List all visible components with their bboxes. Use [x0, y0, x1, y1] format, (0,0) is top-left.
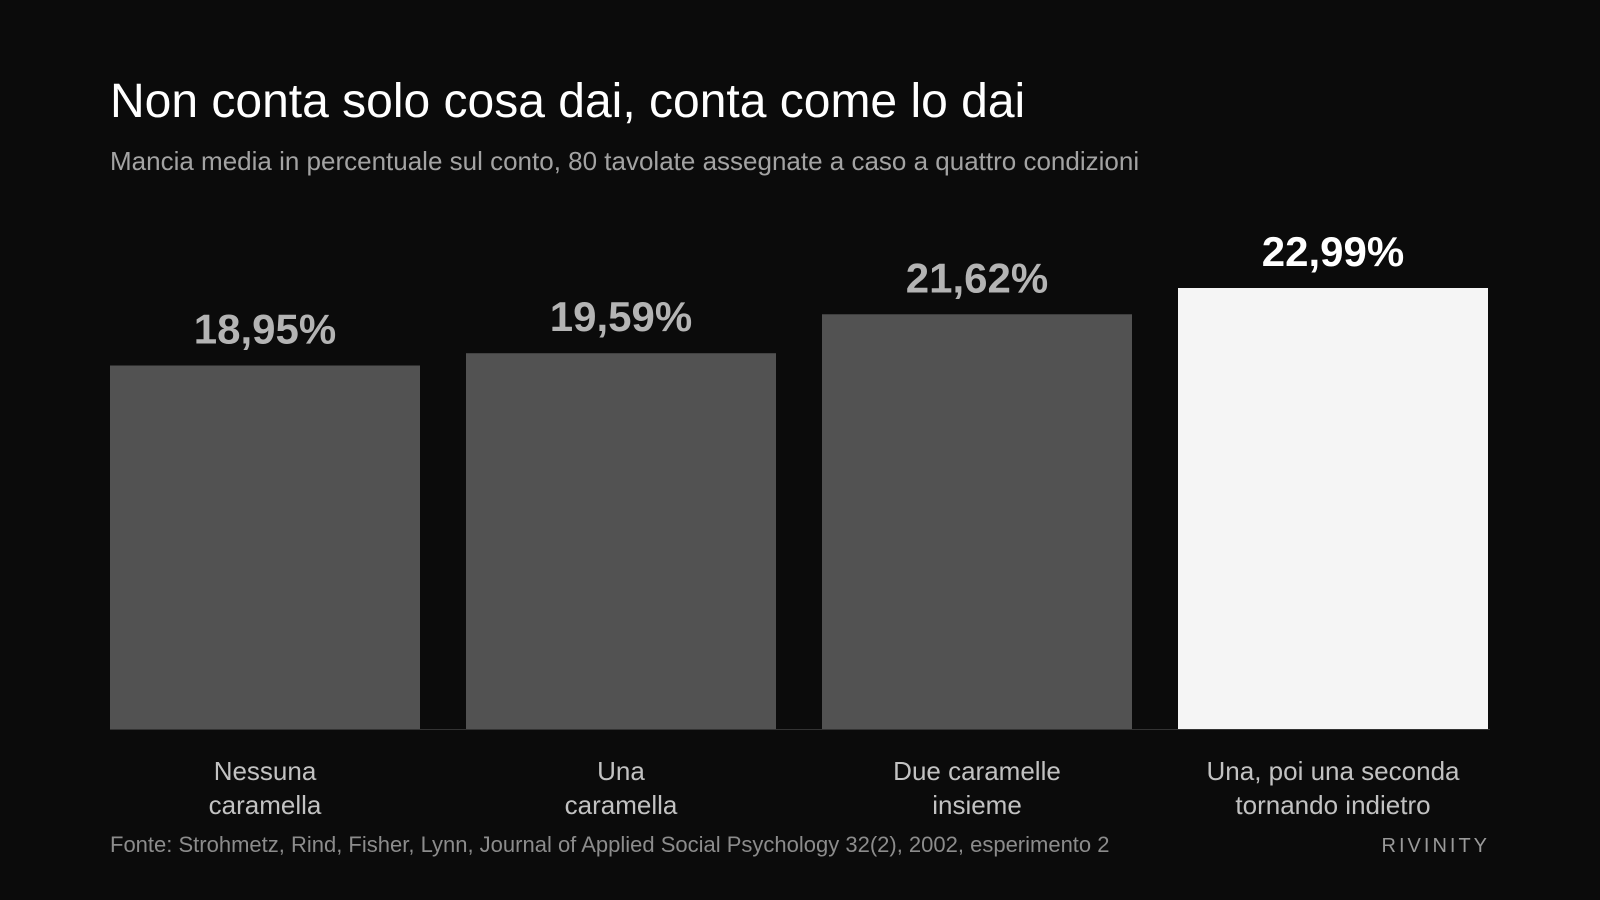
value-label: 21,62% [906, 254, 1048, 301]
bar [466, 353, 776, 729]
category-label: Nessuna caramella [208, 756, 322, 820]
source: Fonte: Strohmetz, Rind, Fisher, Lynn, Jo… [110, 832, 1110, 857]
category-label: Una caramella [564, 756, 678, 820]
value-label: 22,99% [1262, 228, 1404, 275]
chart-subtitle: Mancia media in percentuale sul conto, 8… [110, 146, 1139, 176]
value-label: 18,95% [194, 305, 336, 352]
brand: RIVINITY [1382, 835, 1490, 857]
value-label: 19,59% [550, 293, 692, 340]
bar [822, 314, 1132, 729]
category-label: Una, poi una seconda tornando indietro [1206, 756, 1460, 820]
bar [1178, 288, 1488, 729]
bar [110, 365, 420, 729]
chart-title: Non conta solo cosa dai, conta come lo d… [110, 75, 1025, 128]
category-label: Due caramelle insieme [893, 756, 1061, 820]
